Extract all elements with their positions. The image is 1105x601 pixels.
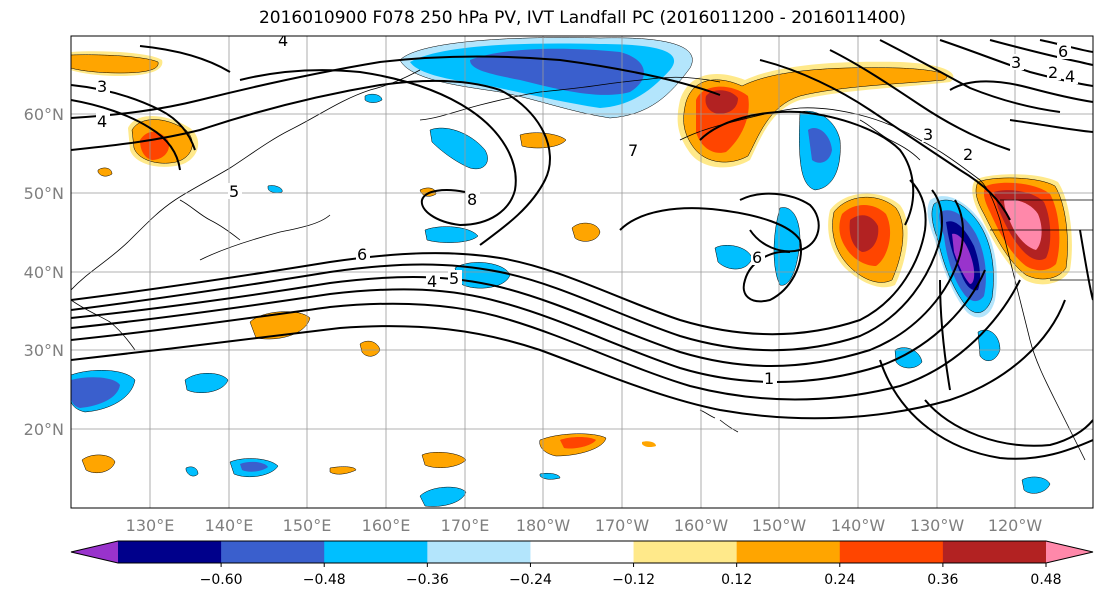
lat-label: 30°N: [24, 341, 64, 360]
contour-label: 8: [467, 190, 477, 209]
colorbar-tick-label: −0.24: [509, 572, 552, 588]
colorbar-tick-label: 0.48: [1030, 572, 1061, 588]
contour-label: 5: [449, 269, 459, 288]
colorbar-tick-label: 0.12: [721, 572, 752, 588]
lon-label: 140°E: [205, 516, 254, 535]
lat-label: 40°N: [24, 263, 64, 282]
lon-label: 120°W: [988, 516, 1043, 535]
colorbar-swatch: [427, 541, 531, 563]
colorbar-swatch: [839, 541, 944, 563]
lon-label: 180°W: [516, 516, 571, 535]
pv-anomaly-fill: [71, 37, 1072, 507]
contour-label: 7: [628, 141, 638, 160]
lon-labels: 130°E 140°E 150°E 160°E 170°E 180°W 170°…: [126, 516, 1043, 535]
contour-label: 4: [97, 112, 107, 131]
contour-label: 1: [764, 369, 774, 388]
colorbar-swatch: [324, 541, 428, 563]
contour-label: 3: [923, 125, 933, 144]
lon-label: 150°E: [283, 516, 332, 535]
colorbar-extend-left: [71, 541, 118, 563]
lat-label: 50°N: [24, 184, 64, 203]
map-border: [70, 35, 1094, 509]
ivt-contours: [71, 39, 1093, 460]
colorbar: −0.60 −0.48 −0.36 −0.24 −0.12 0.12 0.24 0.36 0.4…: [70, 540, 1094, 588]
contour-label: 3: [1011, 53, 1021, 72]
colorbar-tick-label: −0.36: [406, 572, 449, 588]
contour-label: 5: [229, 182, 239, 201]
lon-label: 170°W: [595, 516, 650, 535]
colorbar-tick-label: 0.36: [927, 572, 958, 588]
lon-label: 150°W: [752, 516, 807, 535]
colorbar-swatch: [118, 541, 222, 563]
colorbar-swatch: [221, 541, 325, 563]
contour-label: 6: [1058, 42, 1068, 61]
contour-labels: 4 3 4 2 3 2 5 6 7 8 6 4 5 6: [96, 31, 1078, 388]
lon-label: 160°W: [674, 516, 729, 535]
map-title: 2016010900 F078 250 hPa PV, IVT Landfall…: [258, 8, 906, 28]
lon-label: 160°E: [362, 516, 411, 535]
contour-label: 4: [427, 272, 437, 291]
colorbar-outline: [70, 540, 1094, 564]
contour-label: 2: [1048, 63, 1058, 82]
contour-label: 2: [963, 145, 973, 164]
colorbar-tick-label: −0.48: [303, 572, 346, 588]
lat-label: 60°N: [24, 105, 64, 124]
colorbar-swatch: [942, 541, 1047, 563]
contour-label: 6: [752, 248, 762, 267]
lon-label: 140°W: [831, 516, 886, 535]
colorbar-swatch: [530, 541, 635, 563]
contour-label: 6: [357, 245, 367, 264]
colorbar-tick-label: −0.12: [612, 572, 655, 588]
contour-label: 4: [1065, 67, 1075, 86]
lon-label: 130°E: [126, 516, 175, 535]
lon-label: 170°E: [441, 516, 490, 535]
lat-labels: 20°N 30°N 40°N 50°N 60°N: [24, 105, 64, 439]
lon-label: 130°W: [910, 516, 965, 535]
colorbar-tick-label: −0.60: [200, 572, 243, 588]
colorbar-tick-label: 0.24: [824, 572, 855, 588]
contour-label: 4: [278, 31, 288, 50]
colorbar-swatch: [736, 541, 841, 563]
colorbar-extend-right: [1046, 541, 1093, 563]
contour-label: 3: [97, 77, 107, 96]
lat-label: 20°N: [24, 420, 64, 439]
colorbar-swatch: [633, 541, 738, 563]
